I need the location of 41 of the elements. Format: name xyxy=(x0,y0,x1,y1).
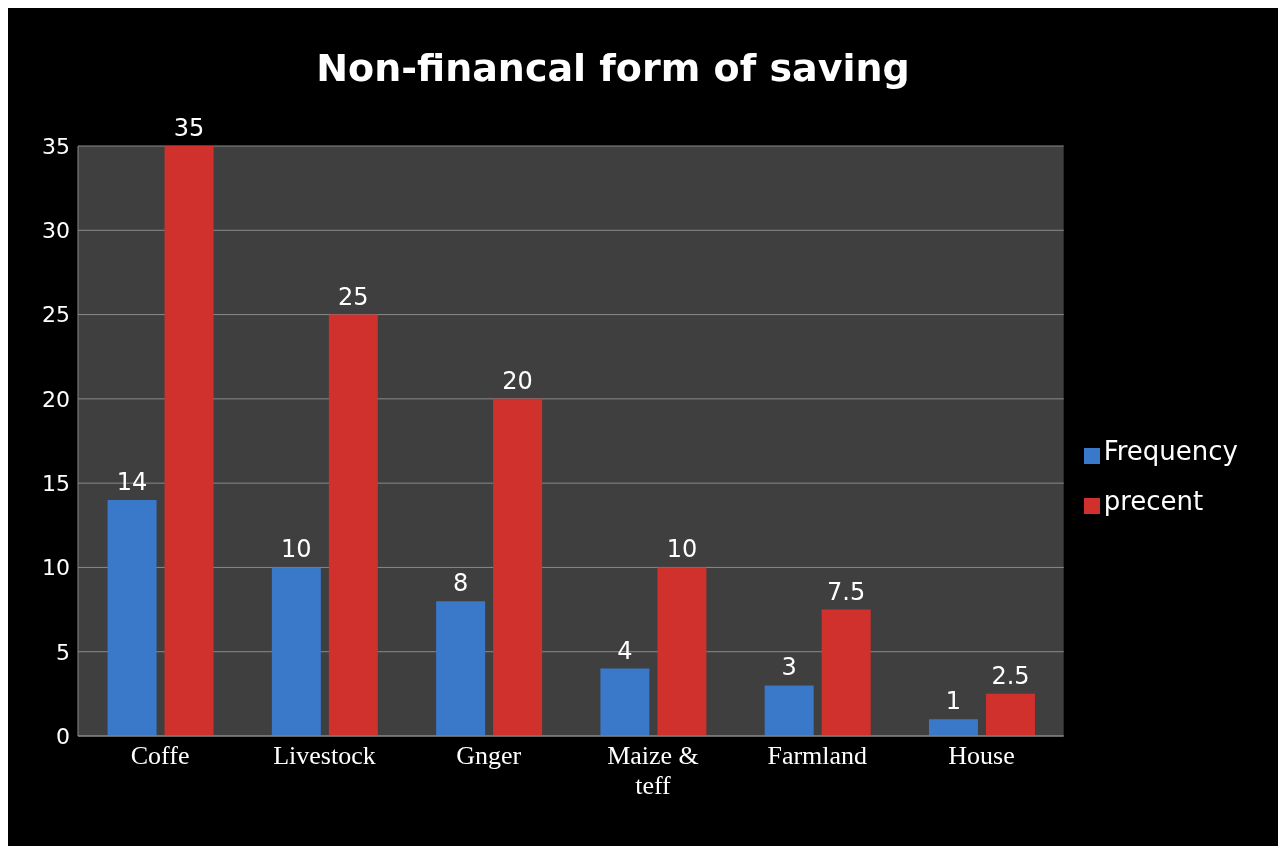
bar xyxy=(985,693,1035,736)
legend-label: Frequency xyxy=(1103,436,1238,466)
y-tick-label: 20 xyxy=(42,386,70,412)
bar xyxy=(657,567,707,736)
bar xyxy=(928,719,978,736)
bar xyxy=(600,668,650,736)
data-label: 2.5 xyxy=(991,661,1030,690)
x-tick-label: Gnger xyxy=(456,741,522,770)
data-label: 8 xyxy=(452,569,469,598)
data-label: 25 xyxy=(338,282,369,311)
bar xyxy=(821,609,871,736)
bar xyxy=(164,146,214,736)
legend-label: precent xyxy=(1103,486,1204,516)
y-tick-label: 35 xyxy=(42,133,70,159)
data-label: 4 xyxy=(617,636,633,665)
bar xyxy=(436,601,486,736)
data-label: 20 xyxy=(502,366,533,395)
data-label: 7.5 xyxy=(827,577,866,606)
bar xyxy=(328,314,378,736)
y-tick-label: 5 xyxy=(56,639,70,665)
data-label: 1 xyxy=(945,687,962,716)
bar xyxy=(271,567,321,736)
bar xyxy=(764,685,814,736)
x-tick-label: Coffe xyxy=(130,741,190,770)
y-tick-label: 15 xyxy=(42,470,70,496)
chart-title: Non-financal form of saving xyxy=(315,45,911,92)
data-label: 10 xyxy=(666,535,698,564)
x-tick-label: House xyxy=(948,741,1015,770)
y-tick-label: 25 xyxy=(42,302,70,328)
data-label: 14 xyxy=(116,468,148,496)
y-tick-label: 0 xyxy=(56,723,70,749)
bar xyxy=(107,500,157,736)
y-tick-label: 30 xyxy=(42,218,70,244)
x-tick-label: Livestock xyxy=(273,741,376,770)
data-label: 35 xyxy=(173,114,205,142)
y-tick-label: 10 xyxy=(42,555,70,581)
data-label: 10 xyxy=(281,535,312,564)
bar xyxy=(493,398,543,736)
x-tick-label: Farmland xyxy=(767,741,868,770)
data-label: 3 xyxy=(781,653,797,682)
x-tick-label: Maize & teff xyxy=(607,741,699,800)
